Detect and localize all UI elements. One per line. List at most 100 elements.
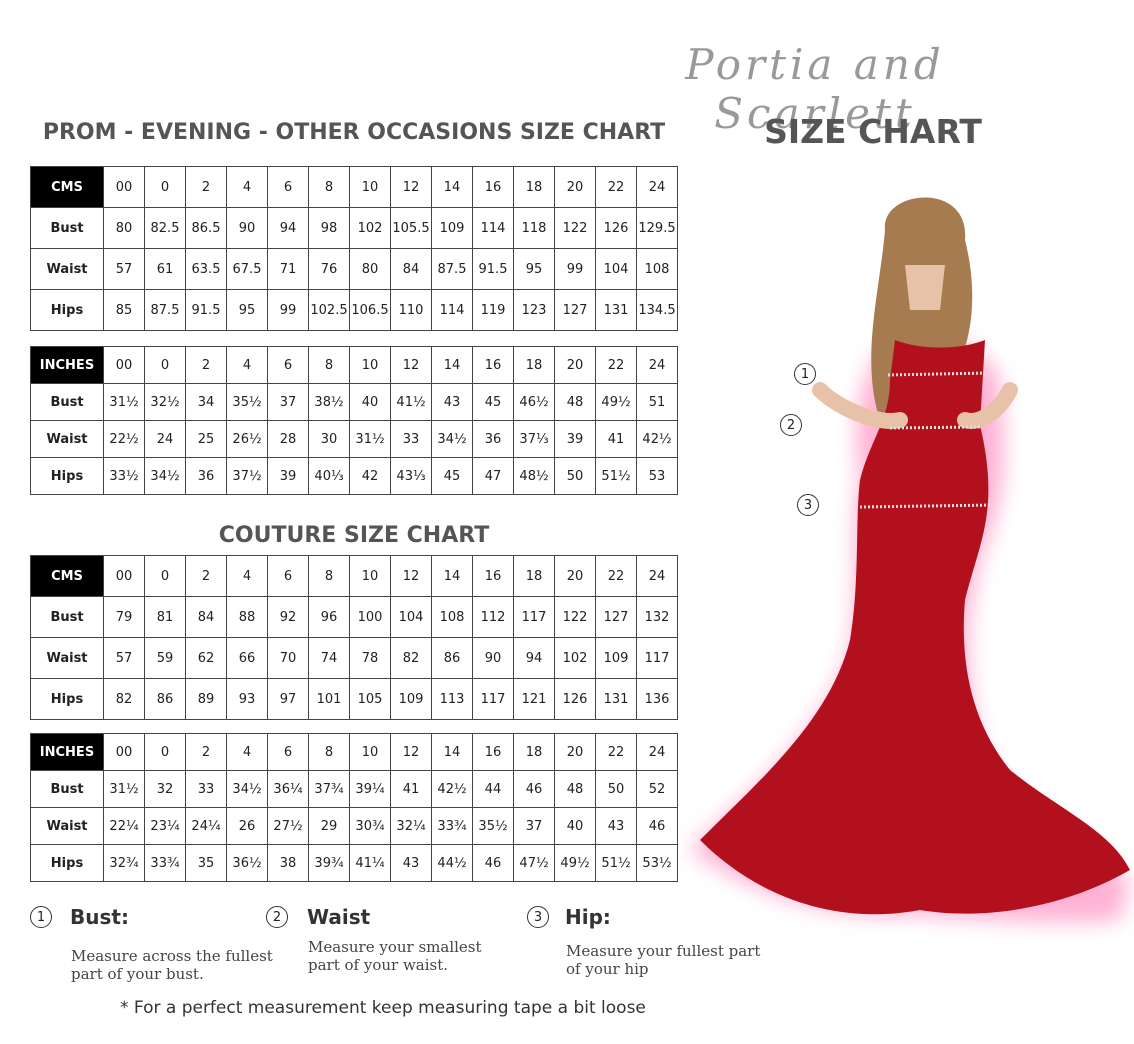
cell: 102 — [554, 637, 596, 679]
cell: 97 — [267, 678, 309, 720]
cell: 45 — [472, 383, 514, 421]
size-header: 16 — [472, 733, 514, 771]
cell: 34½ — [144, 457, 186, 495]
size-table: CMS 00 0 2 4 6 8 10 12 14 16 18 20 22 24 Bust 79 81 84 88 92… — [30, 555, 678, 720]
size-table: CMS 00 0 2 4 6 8 10 12 14 16 18 20 22 24 Bust 80 82.5 86.5… — [30, 166, 678, 331]
cell: 50 — [554, 457, 596, 495]
cell: 78 — [349, 637, 391, 679]
size-header: 20 — [554, 346, 596, 384]
size-header: 16 — [472, 555, 514, 597]
cell: 32¼ — [390, 807, 432, 845]
legend-label: Waist — [307, 905, 371, 929]
cell: 100 — [349, 596, 391, 638]
legend-label: Bust: — [70, 905, 129, 929]
size-header: 6 — [267, 166, 309, 208]
cell: 35½ — [472, 807, 514, 845]
cell: 37½ — [226, 457, 268, 495]
size-header: 2 — [185, 166, 227, 208]
header-row: CMS 00 0 2 4 6 8 10 12 14 16 18 20 22 24 — [30, 555, 678, 597]
cell: 37⅓ — [513, 420, 555, 458]
size-header: 18 — [513, 166, 555, 208]
cell: 43 — [390, 844, 432, 882]
size-header: 00 — [103, 346, 145, 384]
unit-header: INCHES — [30, 733, 104, 771]
cell: 67.5 — [226, 248, 268, 290]
page-title: SIZE CHART — [764, 112, 982, 151]
cell: 48½ — [513, 457, 555, 495]
row-label: Bust — [30, 207, 104, 249]
cell: 131 — [595, 289, 637, 331]
cell: 71 — [267, 248, 309, 290]
size-table: INCHES 00 0 2 4 6 8 10 12 14 16 18 20 22 24 Bust 31½ 32½ 3… — [30, 346, 678, 495]
cell: 34 — [185, 383, 227, 421]
data-row: Hips 85 87.5 91.5 95 99 102.5 106.5 110 114 119 123… — [30, 289, 678, 331]
cell: 40⅓ — [308, 457, 350, 495]
size-header: 8 — [308, 733, 350, 771]
unit-header: CMS — [30, 555, 104, 597]
cell: 121 — [513, 678, 555, 720]
size-header: 2 — [185, 555, 227, 597]
size-header: 00 — [103, 555, 145, 597]
cell: 23¼ — [144, 807, 186, 845]
data-row: Bust 79 81 84 88 92 96 100 104 108 112 117 122 127 132 — [30, 596, 678, 638]
cell: 93 — [226, 678, 268, 720]
cell: 22½ — [103, 420, 145, 458]
cell: 47 — [472, 457, 514, 495]
cell: 132 — [636, 596, 678, 638]
cell: 76 — [308, 248, 350, 290]
size-header: 18 — [513, 346, 555, 384]
cell: 31½ — [349, 420, 391, 458]
cell: 123 — [513, 289, 555, 331]
size-header: 10 — [349, 555, 391, 597]
size-header: 0 — [144, 555, 186, 597]
cell: 96 — [308, 596, 350, 638]
size-header: 12 — [390, 733, 432, 771]
size-header: 2 — [185, 346, 227, 384]
cell: 94 — [267, 207, 309, 249]
cell: 112 — [472, 596, 514, 638]
size-header: 00 — [103, 733, 145, 771]
cell: 95 — [226, 289, 268, 331]
cell: 44½ — [431, 844, 473, 882]
cell: 33¾ — [431, 807, 473, 845]
cell: 126 — [554, 678, 596, 720]
cell: 39¾ — [308, 844, 350, 882]
brand-logo: Portia and Scarlett — [685, 40, 945, 138]
cell: 51½ — [595, 844, 637, 882]
cell: 53 — [636, 457, 678, 495]
cell: 62 — [185, 637, 227, 679]
cell: 38½ — [308, 383, 350, 421]
row-label: Waist — [30, 637, 104, 679]
size-header: 0 — [144, 346, 186, 384]
size-header: 4 — [226, 733, 268, 771]
cell: 46 — [636, 807, 678, 845]
cell: 90 — [472, 637, 514, 679]
size-header: 24 — [636, 346, 678, 384]
cell: 33½ — [103, 457, 145, 495]
cell: 39¼ — [349, 770, 391, 808]
size-header: 8 — [308, 346, 350, 384]
cell: 26 — [226, 807, 268, 845]
cell: 59 — [144, 637, 186, 679]
cell: 79 — [103, 596, 145, 638]
data-row: Bust 31½ 32 33 34½ 36¼ 37¾ 39¼ 41 42½ 44 46 48 50 52 — [30, 770, 678, 808]
row-label: Bust — [30, 770, 104, 808]
size-header: 10 — [349, 346, 391, 384]
cell: 26½ — [226, 420, 268, 458]
cell: 85 — [103, 289, 145, 331]
cell: 98 — [308, 207, 350, 249]
cell: 118 — [513, 207, 555, 249]
cell: 48 — [554, 383, 596, 421]
cell: 94 — [513, 637, 555, 679]
cell: 82 — [390, 637, 432, 679]
cell: 42½ — [431, 770, 473, 808]
cell: 117 — [472, 678, 514, 720]
size-header: 16 — [472, 166, 514, 208]
cell: 41¼ — [349, 844, 391, 882]
cell: 91.5 — [185, 289, 227, 331]
size-header: 24 — [636, 733, 678, 771]
data-row: Hips 82 86 89 93 97 101 105 109 113 117 121 126 131 13… — [30, 678, 678, 720]
cell: 30¾ — [349, 807, 391, 845]
cell: 92 — [267, 596, 309, 638]
cell: 32½ — [144, 383, 186, 421]
